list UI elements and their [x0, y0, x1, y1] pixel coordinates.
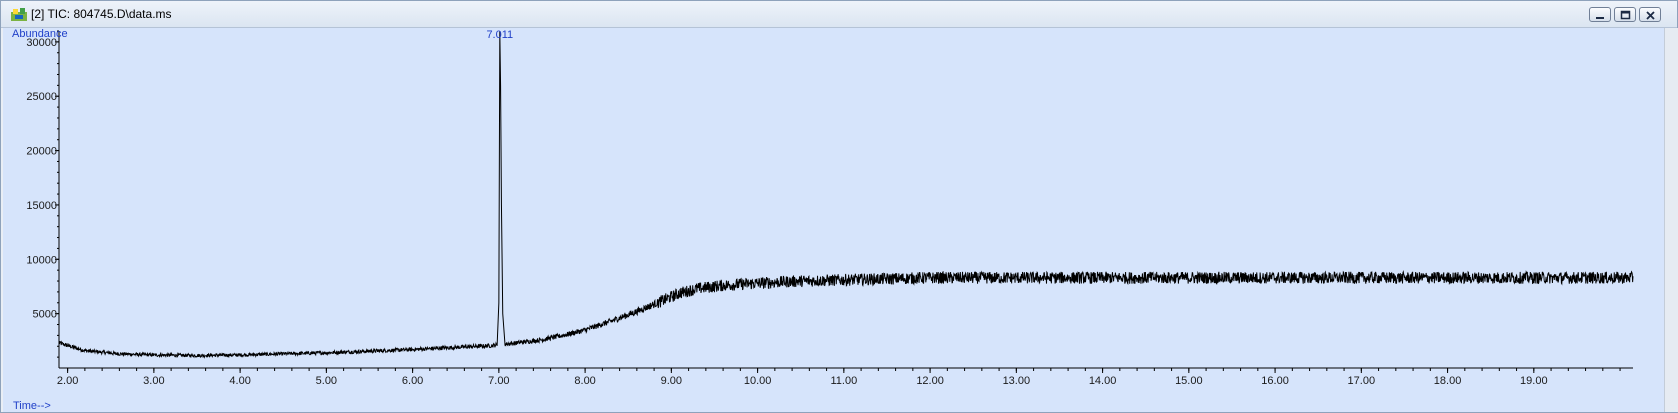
x-tick-label: 11.00 [830, 375, 857, 387]
x-tick-label: 7.00 [488, 375, 509, 387]
y-tick-label: 5000 [33, 309, 57, 321]
x-tick-label: 5.00 [316, 375, 337, 387]
y-tick-label: 25000 [26, 91, 57, 103]
x-tick-label: 4.00 [229, 375, 250, 387]
window-title: [2] TIC: 804745.D\data.ms [31, 7, 172, 21]
close-button[interactable] [1639, 7, 1661, 22]
x-tick-label: 10.00 [744, 375, 772, 387]
plot-area[interactable]: 5000 10000 15000 20000 25000 30000 2.00 3.00 4.0… [3, 28, 1664, 412]
y-tick-label: 10000 [26, 254, 57, 266]
x-tick-label: 3.00 [143, 375, 164, 387]
minimize-button[interactable] [1589, 7, 1611, 22]
tic-trace [58, 30, 1634, 359]
y-tick-label: 15000 [26, 200, 57, 212]
y-axis-label: Abundance [12, 28, 68, 40]
x-tick-label: 17.00 [1348, 375, 1376, 387]
peak-label: 7.011 [486, 29, 513, 41]
x-tick-label: 19.00 [1520, 375, 1548, 387]
x-tick-label: 15.00 [1175, 375, 1203, 387]
vertical-scrollbar[interactable] [1664, 28, 1678, 412]
axes [58, 31, 1633, 369]
title-bar[interactable]: [2] TIC: 804745.D\data.ms [1, 1, 1677, 28]
x-tick-label: 9.00 [661, 375, 682, 387]
restore-button[interactable] [1614, 7, 1636, 22]
restore-icon [1620, 10, 1631, 20]
x-tick-label: 8.00 [574, 375, 595, 387]
chromatogram-chart: 5000 10000 15000 20000 25000 30000 2.00 3.00 4.0… [12, 28, 1634, 412]
x-tick-label: 18.00 [1434, 375, 1462, 387]
x-tick-label: 13.00 [1003, 375, 1031, 387]
ticks: 5000 10000 15000 20000 25000 30000 2.00 3.00 4.0… [26, 30, 1621, 387]
peak-annotations: 7.011 [486, 29, 513, 41]
y-tick-label: 30000 [26, 37, 57, 49]
x-tick-label: 2.00 [57, 375, 78, 387]
minimize-icon [1596, 17, 1604, 19]
x-tick-label: 16.00 [1261, 375, 1289, 387]
x-tick-label: 12.00 [916, 375, 944, 387]
x-tick-label: 6.00 [402, 375, 423, 387]
y-tick-label: 20000 [26, 146, 57, 158]
close-icon [1646, 11, 1655, 20]
chromatogram-icon [11, 8, 27, 21]
x-tick-label: 14.00 [1089, 375, 1117, 387]
x-axis-label: Time--> [13, 400, 51, 412]
